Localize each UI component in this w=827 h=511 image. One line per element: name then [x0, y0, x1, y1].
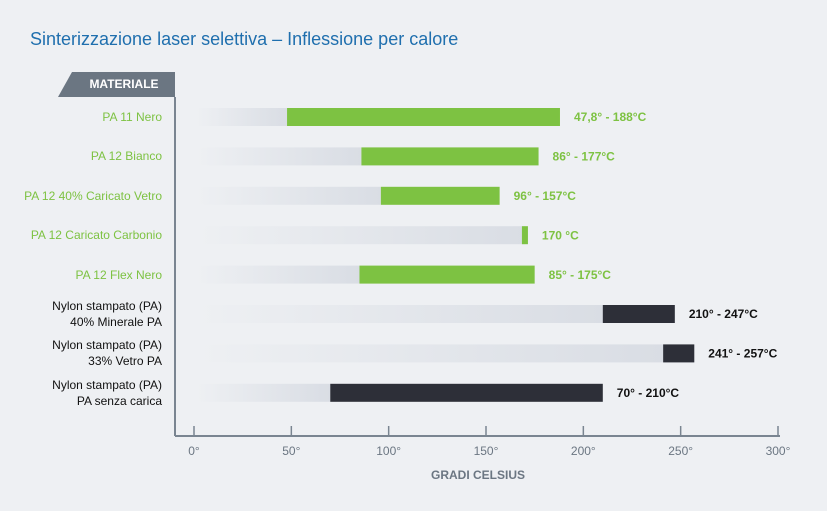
bar [521, 226, 528, 245]
bar [602, 305, 675, 323]
x-tick-label: 100° [376, 444, 401, 458]
value-label: 70° - 210°C [617, 386, 680, 400]
category-label: PA 12 40% Caricato Vetro [24, 188, 162, 203]
x-tick-label: 50° [282, 444, 300, 458]
chart-title: Sinterizzazione laser selettiva – Infles… [30, 29, 458, 49]
category-label: PA 12 Flex Nero [75, 267, 162, 282]
bar [330, 383, 603, 402]
value-label: 85° - 175°C [549, 268, 612, 282]
bar-track [196, 108, 288, 126]
bar-track [196, 305, 603, 323]
bar [287, 108, 560, 126]
bar [361, 147, 539, 166]
value-label: 170 °C [542, 228, 579, 242]
x-tick-label: 250° [668, 444, 693, 458]
value-label: 47,8° - 188°C [574, 110, 647, 124]
bar-track [196, 186, 381, 205]
category-label: PA 12 Caricato Carbonio [30, 228, 162, 243]
bar [380, 186, 500, 205]
category-label: Nylon stampato (PA) 33% Vetro PA [52, 338, 162, 369]
category-label: Nylon stampato (PA) PA senza carica [52, 377, 162, 408]
x-tick-label: 300° [766, 444, 791, 458]
value-label: 86° - 177°C [553, 150, 616, 164]
bar [359, 265, 535, 284]
bar-track [196, 344, 664, 363]
x-tick-label: 0° [188, 444, 200, 458]
x-tick-label: 150° [474, 444, 499, 458]
category-label: PA 12 Bianco [90, 149, 162, 164]
category-label: Nylon stampato (PA) 40% Minerale PA [52, 299, 162, 329]
category-label: PA 11 Nero [102, 110, 162, 124]
bar-track [196, 383, 331, 402]
bar-track [196, 265, 360, 284]
x-tick-label: 200° [571, 444, 596, 458]
bar-track [196, 226, 525, 245]
value-label: 241° - 257°C [708, 347, 777, 361]
value-label: 96° - 157°C [514, 189, 577, 203]
bar-track [196, 147, 362, 166]
y-header: MATERIALE [89, 77, 158, 91]
x-axis-label: GRADI CELSIUS [431, 468, 525, 482]
bar [663, 344, 695, 363]
value-label: 210° - 247°C [689, 307, 758, 321]
header-bg [58, 72, 175, 97]
